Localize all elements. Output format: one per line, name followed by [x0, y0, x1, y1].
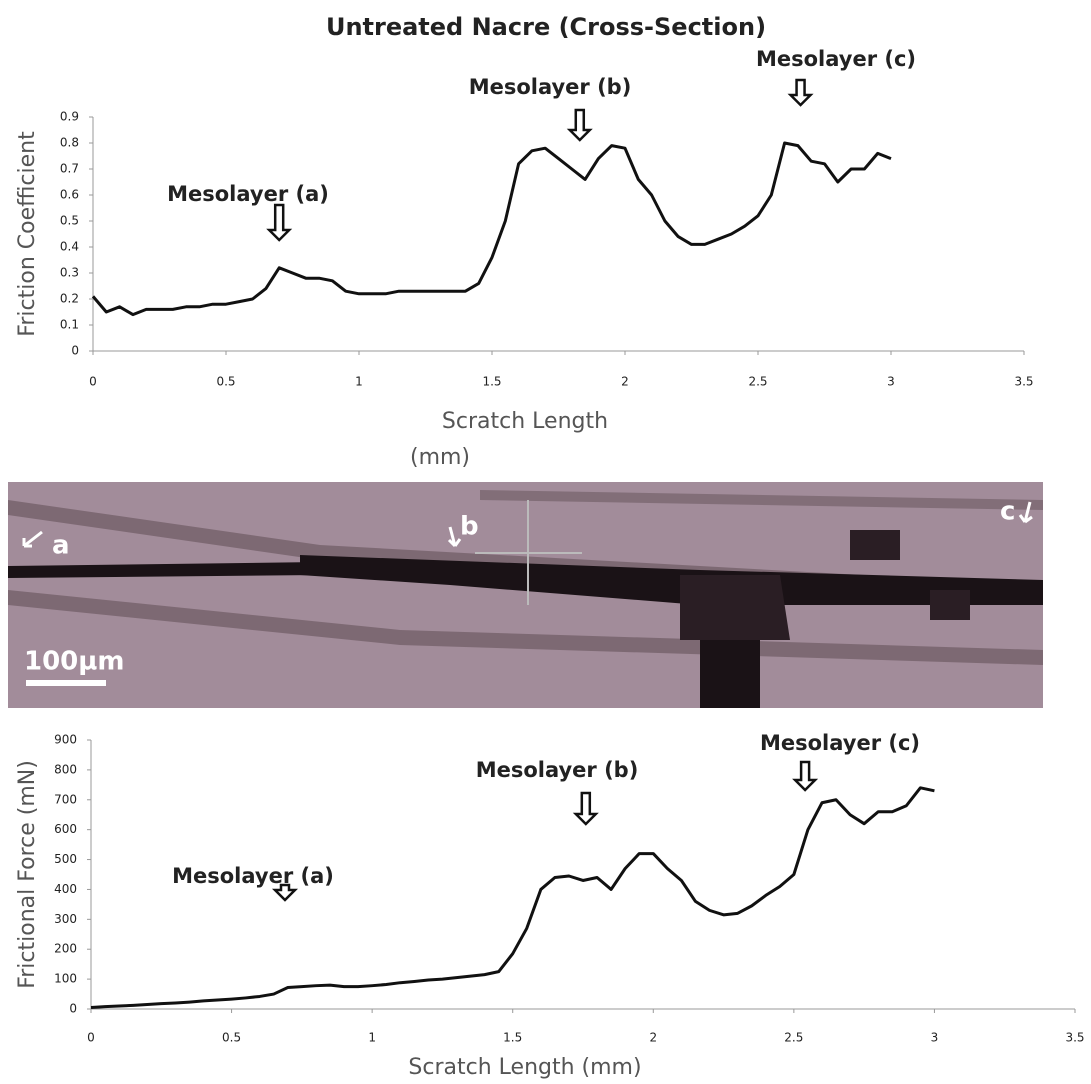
x-tick-label: 3: [887, 375, 895, 389]
y-tick-label: 300: [54, 912, 77, 926]
x-tick-label: 2.5: [784, 1031, 803, 1045]
y-tick-label: 0.7: [60, 162, 79, 176]
x-tick-label: 1: [355, 375, 363, 389]
y-tick-label: 0.8: [60, 136, 79, 150]
y-tick-label: 0.9: [60, 110, 79, 124]
x-tick-label: 1.5: [482, 375, 501, 389]
annotation-arrow: [572, 791, 599, 826]
y-tick-label: 0: [69, 1002, 77, 1016]
data-line: [91, 141, 892, 317]
y-tick-label: 200: [54, 942, 77, 956]
x-tick-label: 2: [621, 375, 629, 389]
x-tick-label: 0.5: [216, 375, 235, 389]
x-tick-label: 2: [649, 1031, 657, 1045]
x-tick-label: 0: [87, 1031, 95, 1045]
x-axis-title: Scratch Length (mm): [408, 1055, 641, 1080]
annotation: Mesolayer (b): [469, 75, 632, 99]
annotation: Mesolayer (c): [756, 47, 916, 71]
y-tick-label: 400: [54, 882, 77, 896]
x-tick-label: 1.5: [503, 1031, 522, 1045]
x-tick-label: 2.5: [748, 375, 767, 389]
y-tick-label: 900: [54, 733, 77, 747]
y-tick-label: 0.4: [60, 240, 79, 254]
annotation: Mesolayer (b): [476, 758, 639, 782]
y-axis-title: Friction Coefficient: [15, 131, 40, 337]
image-label: a: [52, 531, 70, 561]
y-tick-label: 0.2: [60, 292, 79, 306]
y-tick-label: 0.5: [60, 214, 79, 228]
x-tick-label: 0: [89, 375, 97, 389]
x-tick-label: 0.5: [222, 1031, 241, 1045]
annotation: Mesolayer (a): [172, 864, 334, 888]
x-tick-label: 1: [368, 1031, 376, 1045]
micrograph: a b c 100µm: [8, 482, 1043, 708]
y-tick-label: 0.1: [60, 318, 79, 332]
y-tick-label: 100: [54, 972, 77, 986]
annotation-arrow: [266, 203, 293, 242]
annotation: Mesolayer (c): [760, 731, 920, 755]
data-line: [90, 786, 935, 1010]
chart-title: Untreated Nacre (Cross-Section): [326, 13, 766, 41]
y-tick-label: 700: [54, 792, 77, 806]
annotation-arrow: [566, 108, 593, 142]
x-axis-title: Scratch Length: [442, 409, 608, 434]
annotation: Mesolayer (a): [167, 182, 329, 206]
y-tick-label: 0.3: [60, 266, 79, 280]
y-tick-label: 500: [54, 852, 77, 866]
y-tick-label: 800: [54, 762, 77, 776]
annotation-arrow: [792, 760, 819, 792]
x-tick-label: 3.5: [1014, 375, 1033, 389]
y-tick-label: 0: [71, 344, 79, 358]
x-tick-label: 3.5: [1065, 1031, 1084, 1045]
y-axis-title: Frictional Force (mN): [15, 760, 40, 989]
annotation-arrow: [787, 78, 814, 107]
y-tick-label: 0.6: [60, 188, 79, 202]
scale-bar-label: 100µm: [24, 647, 125, 677]
x-axis-title: (mm): [410, 445, 470, 470]
annotation-arrow: [271, 883, 299, 902]
image-label: c: [1000, 497, 1015, 527]
x-tick-label: 3: [931, 1031, 939, 1045]
image-label: b: [460, 512, 479, 542]
y-tick-label: 600: [54, 822, 77, 836]
